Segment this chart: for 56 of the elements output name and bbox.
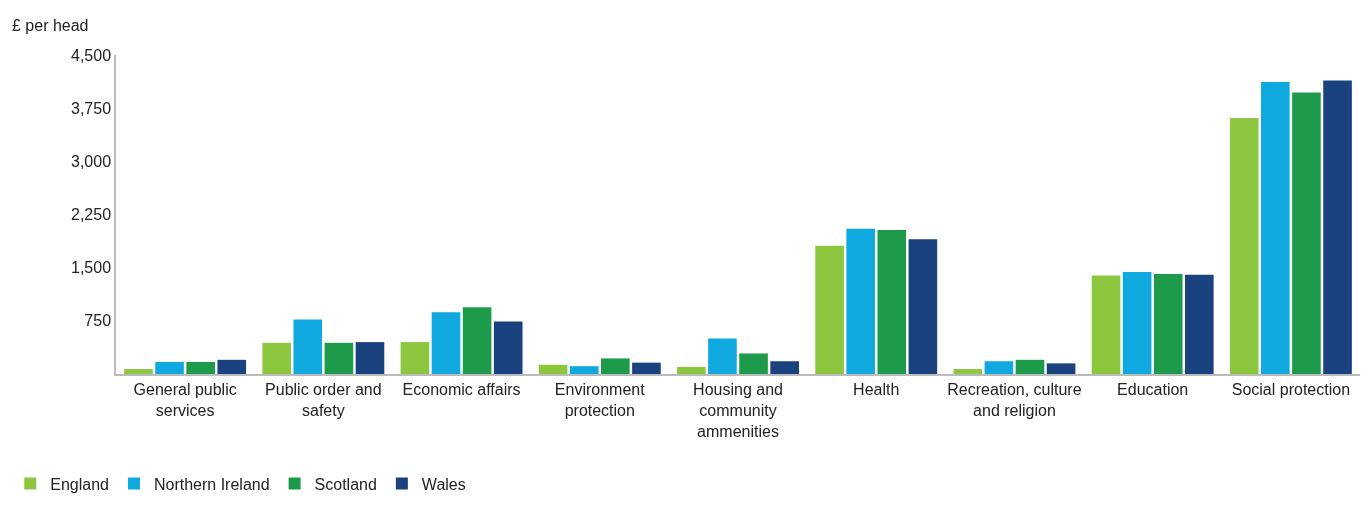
- x-tick-label: Environment protection: [554, 380, 646, 419]
- bar: [186, 361, 215, 374]
- bar: [538, 364, 568, 374]
- bar: [262, 342, 291, 374]
- bar: [1185, 274, 1214, 374]
- y-tick-label: 1,500: [71, 259, 112, 277]
- bar: [1015, 359, 1045, 374]
- bar: [1091, 275, 1121, 374]
- y-tick-label: 4,500: [71, 46, 112, 64]
- bar: [953, 369, 983, 374]
- bar: [1323, 80, 1352, 374]
- bar: [1261, 81, 1290, 374]
- y-tick-label: 3,750: [71, 99, 112, 117]
- y-tick-label: 2,250: [71, 206, 112, 224]
- bar: [1229, 118, 1259, 374]
- bar: [601, 358, 630, 374]
- x-tick-label: General public services: [133, 380, 237, 419]
- bar: [739, 353, 768, 374]
- legend-label: England: [50, 475, 109, 493]
- bar: [400, 342, 430, 374]
- bar: [632, 362, 661, 374]
- bar: [493, 321, 523, 374]
- bar: [1292, 92, 1321, 374]
- x-tick-label: Economic affairs: [402, 380, 521, 398]
- bar: [431, 312, 461, 374]
- y-tick-label: 750: [84, 312, 112, 330]
- y-tick-label: 3,000: [71, 152, 112, 170]
- x-tick-label: Recreation, culture and religion: [947, 380, 1082, 419]
- bar: [124, 369, 153, 374]
- bar: [1122, 271, 1152, 374]
- x-tick-label: Social protection: [1231, 380, 1351, 398]
- bar: [355, 342, 385, 374]
- bar: [569, 366, 599, 374]
- bar: [293, 319, 323, 374]
- bar: [984, 361, 1014, 374]
- legend-label: Scotland: [314, 475, 377, 493]
- bar: [770, 361, 799, 374]
- bar: [708, 338, 737, 374]
- bar: [677, 366, 706, 374]
- legend-label: Northern Ireland: [153, 475, 270, 493]
- x-tick-label: Housing and community ammenities: [693, 380, 783, 440]
- bar: [155, 361, 184, 374]
- legend-label: Wales: [421, 475, 466, 493]
- bar: [846, 228, 875, 374]
- bar: [217, 359, 247, 374]
- bar: [908, 239, 938, 374]
- bar: [815, 245, 844, 374]
- x-tick-label: Public order and safety: [265, 380, 382, 419]
- bar: [324, 342, 354, 374]
- bar: [877, 230, 907, 374]
- x-tick-label: Education: [1117, 380, 1189, 398]
- bar: [1046, 363, 1076, 374]
- y-axis-title: £ per head: [12, 17, 89, 34]
- x-tick-label: Health: [853, 380, 900, 398]
- bar: [1153, 274, 1183, 374]
- bar: [462, 307, 492, 374]
